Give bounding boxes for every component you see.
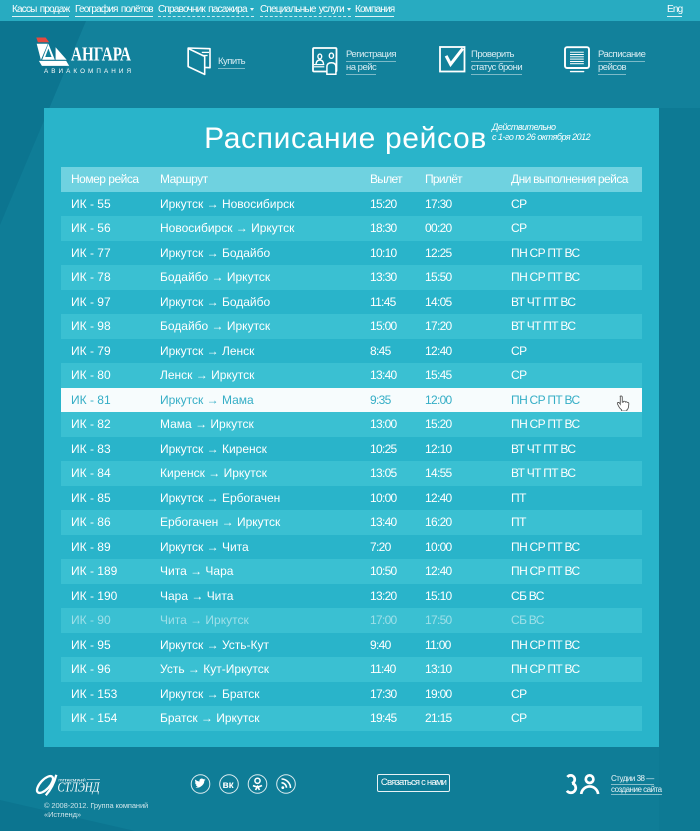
svg-text:СТЛЭНД: СТЛЭНД [58, 779, 101, 794]
svg-text:ГРУППА КОМПАНИЙ: ГРУППА КОМПАНИЙ [59, 778, 87, 782]
svg-text:АВИАКОМПАНИЯ: АВИАКОМПАНИЯ [44, 68, 131, 74]
svg-text:АНГАРА: АНГАРА [71, 44, 131, 65]
svg-text:вк: вк [223, 780, 235, 791]
